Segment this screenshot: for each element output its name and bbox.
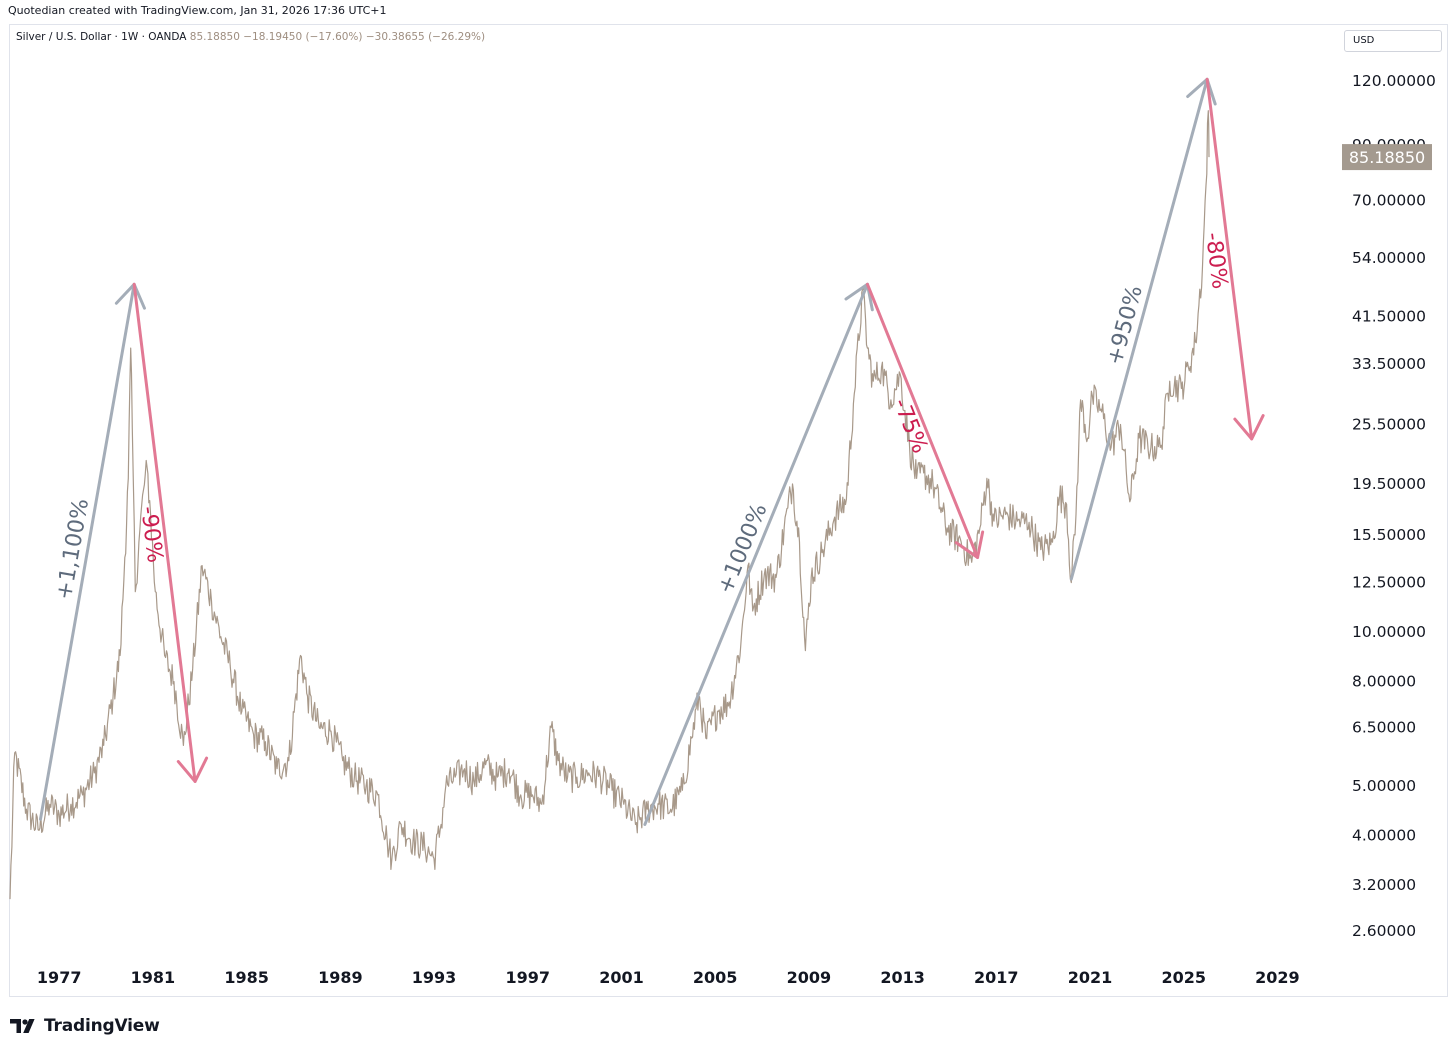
- x-tick-label: 1993: [412, 968, 457, 987]
- trend-arrow-line: [132, 282, 197, 783]
- y-tick-label: 5.00000: [1352, 777, 1416, 795]
- currency-button[interactable]: USD: [1344, 30, 1442, 52]
- trend-arrow-line: [1069, 77, 1209, 581]
- price-values: 85.18850 −18.19450 (−17.60%) −30.38655 (…: [189, 31, 486, 43]
- tradingview-logo[interactable]: TradingView: [10, 1016, 160, 1036]
- tradingview-logo-icon: [10, 1019, 35, 1033]
- y-tick-label: 8.00000: [1352, 673, 1416, 691]
- y-tick-label: 12.50000: [1352, 574, 1426, 592]
- symbol-name: Silver / U.S. Dollar · 1W · OANDA: [16, 31, 187, 43]
- trend-arrow-head: [176, 756, 209, 783]
- last-price-label: 85.18850: [1349, 148, 1425, 167]
- x-tick-label: 1985: [224, 968, 269, 987]
- price-line: [9, 110, 1210, 900]
- y-tick-label: 6.50000: [1352, 719, 1416, 737]
- y-tick-label: 4.00000: [1352, 826, 1416, 844]
- x-tick-label: 2021: [1068, 968, 1113, 987]
- y-tick-label: 25.50000: [1352, 416, 1426, 434]
- annotations: +1,100% -90% +1000%-75%+950%-80%: [38, 77, 1265, 826]
- trend-arrow-line: [643, 282, 869, 826]
- y-tick-label: 19.50000: [1352, 475, 1426, 493]
- trend-arrow-line: [865, 282, 980, 560]
- y-axis: 120.0000090.0000070.0000054.0000041.5000…: [1352, 72, 1436, 940]
- y-tick-label: 10.00000: [1352, 623, 1426, 641]
- x-tick-label: 2013: [880, 968, 925, 987]
- last-price-marker: 85.18850: [1342, 144, 1432, 171]
- x-axis: 1977 1981 1985 1989 1993 1997 2001 2005 2009 2013…: [37, 968, 1300, 987]
- x-tick-label: 1977: [37, 968, 82, 987]
- credit-line: Quotedian created with TradingView.com, …: [8, 4, 387, 17]
- last-price-badge: [1342, 144, 1432, 171]
- trend-arrow-head: [1233, 414, 1265, 441]
- y-tick-label: 33.50000: [1352, 355, 1426, 373]
- brand-name: TradingView: [44, 1016, 160, 1036]
- symbol-legend: Silver / U.S. Dollar · 1W · OANDA 85.188…: [16, 31, 485, 43]
- y-tick-label: 70.00000: [1352, 192, 1426, 210]
- x-tick-label: 2005: [693, 968, 738, 987]
- chart-frame[interactable]: [9, 24, 1448, 997]
- x-tick-label: 2025: [1161, 968, 1206, 987]
- trend-arrow-line: [1205, 77, 1254, 441]
- trend-arrow-head: [954, 530, 985, 560]
- y-tick-label: 15.50000: [1352, 526, 1426, 544]
- price-series: [9, 110, 1210, 900]
- trend-arrow-line: [38, 282, 136, 821]
- x-tick-label: 1989: [318, 968, 363, 987]
- y-tick-label: 120.00000: [1352, 72, 1436, 90]
- x-tick-label: 1981: [131, 968, 176, 987]
- y-tick-label: 2.60000: [1352, 922, 1416, 940]
- x-tick-label: 2009: [787, 968, 832, 987]
- x-tick-label: 1997: [505, 968, 550, 987]
- y-tick-label: 41.50000: [1352, 308, 1426, 326]
- y-tick-label: 3.20000: [1352, 876, 1416, 894]
- x-tick-label: 2017: [974, 968, 1019, 987]
- x-tick-label: 2001: [599, 968, 644, 987]
- y-tick-label: 54.00000: [1352, 249, 1426, 267]
- x-tick-label: 2029: [1255, 968, 1300, 987]
